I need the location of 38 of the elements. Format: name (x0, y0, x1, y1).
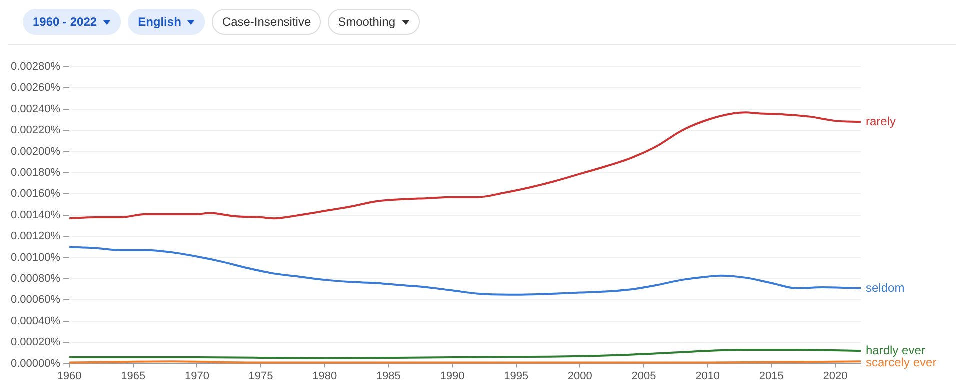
y-tick-label: 0.00100% (10, 252, 61, 264)
y-tick-label: 0.00040% (10, 315, 61, 328)
x-tick-label: 1975 (248, 370, 274, 382)
y-tick-label: 0.00240% (10, 103, 61, 116)
x-tick-label: 2000 (568, 370, 592, 382)
y-tick-label: 0.00180% (10, 167, 61, 180)
y-tick-label: 0.00080% (10, 273, 61, 286)
y-tick-label: 0.00140% (10, 209, 61, 222)
line-series (70, 246, 861, 296)
x-tick-label: 2005 (632, 370, 656, 382)
y-tick-label: 0.00260% (10, 82, 61, 94)
y-tick-label: 0.00000% (10, 358, 61, 370)
y-tick-label: 0.00220% (10, 124, 61, 137)
x-tick-label: 2010 (696, 370, 720, 382)
x-tick-label: 2020 (823, 370, 848, 382)
x-tick-label: 1960 (57, 370, 82, 382)
series-label: rarely (866, 114, 896, 128)
line-series (70, 112, 861, 220)
x-tick-label: 1980 (312, 370, 338, 382)
text: English (138, 15, 182, 29)
text: Smoothing (338, 15, 396, 29)
x-tick-label: 1995 (504, 370, 529, 382)
y-tick-label: 0.00060% (10, 294, 61, 306)
y-tick-label: 0.00160% (10, 188, 61, 200)
x-tick-label: 1965 (121, 370, 146, 382)
y-tick-label: 0.00020% (10, 336, 61, 349)
text: Case-Insensitive (222, 15, 312, 29)
x-tick-label: 1985 (376, 370, 401, 382)
series-label: hardly ever (866, 343, 926, 358)
text: 1960 - 2022 (33, 15, 98, 29)
x-tick-label: 2015 (759, 370, 784, 382)
x-tick-label: 1990 (440, 370, 465, 382)
y-tick-label: 0.00120% (10, 230, 61, 243)
y-tick-label: 0.00280% (10, 61, 61, 74)
line-series (70, 349, 861, 360)
y-tick-label: 0.00200% (10, 146, 61, 158)
series-label: seldom (866, 280, 905, 295)
x-tick-label: 1970 (184, 370, 210, 382)
